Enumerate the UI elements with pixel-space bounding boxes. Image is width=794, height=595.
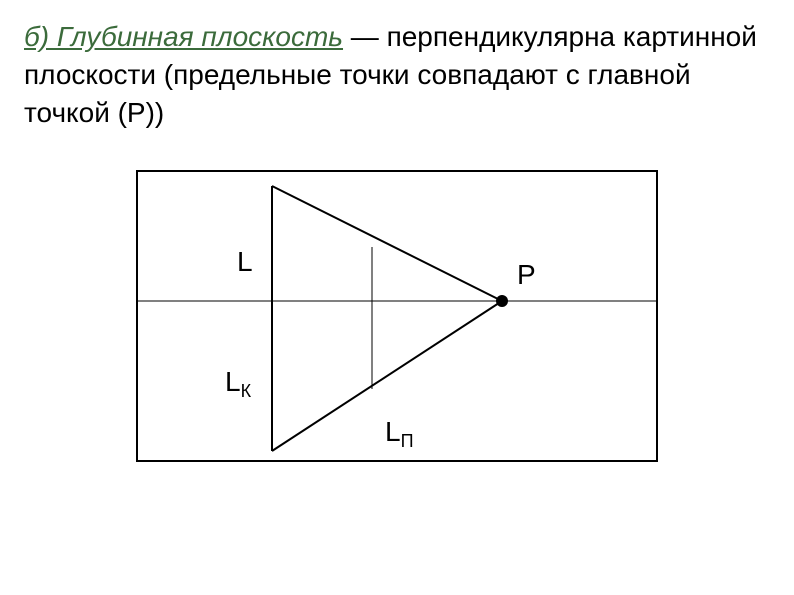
heading: б) Глубинная плоскость — перпендикулярна… (24, 18, 770, 131)
svg-text:P: P (517, 259, 536, 290)
depth-plane-diagram: LPLКLП (117, 151, 677, 481)
page: б) Глубинная плоскость — перпендикулярна… (0, 0, 794, 595)
heading-lead: б) Глубинная плоскость (24, 21, 343, 52)
svg-text:L: L (237, 246, 253, 277)
diagram-container: LPLКLП (24, 151, 770, 481)
